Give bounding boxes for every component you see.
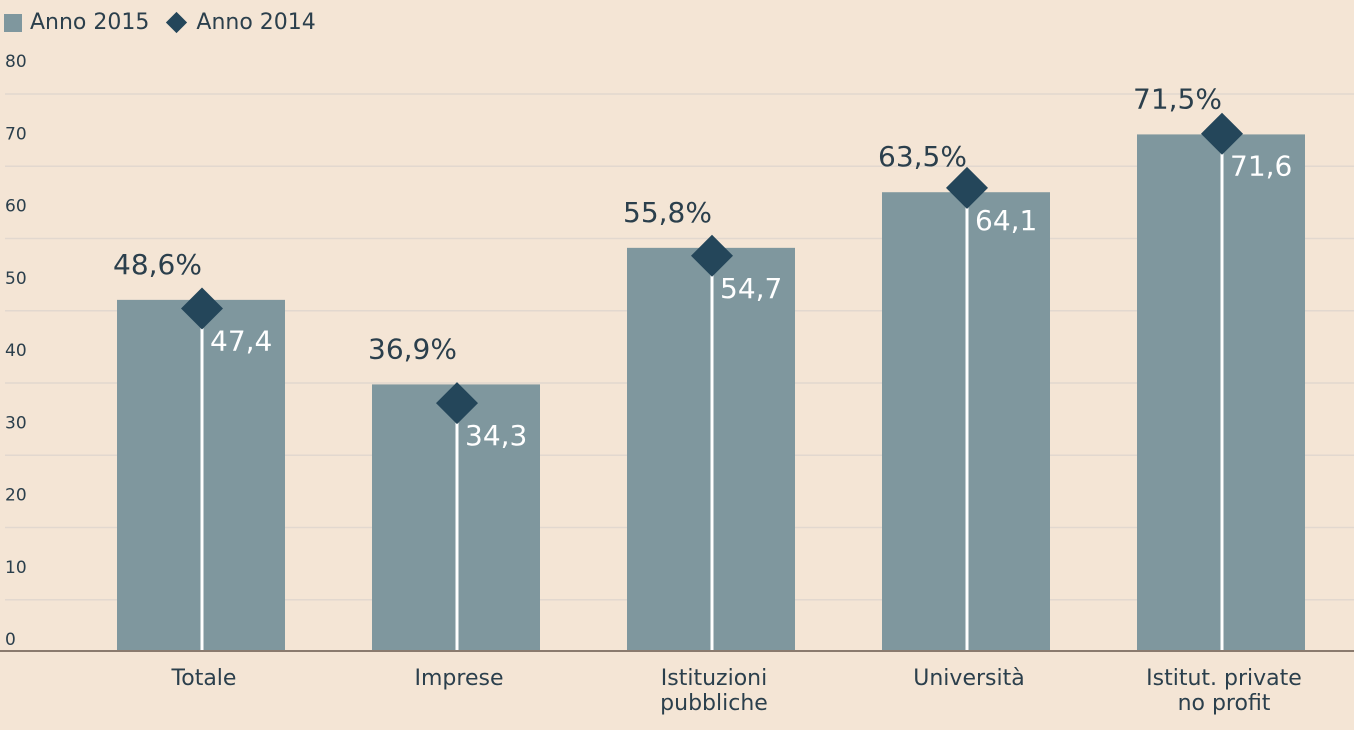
value-label-2014: 54,7 [720,272,782,305]
value-label-2014: 64,1 [975,204,1037,237]
y-tick-label: 80 [5,52,27,72]
diamond-marker-2014 [946,166,988,209]
legend-item-2014: Anno 2014 [165,10,316,35]
value-label-2015: 63,5% [878,140,967,173]
value-label-2015: 36,9% [368,332,457,365]
category-label: pubbliche [660,691,768,716]
y-tick-label: 20 [5,486,27,506]
diamond-marker-2014 [691,234,733,277]
y-tick-label: 70 [5,124,27,144]
category-label: Istituzioni [661,666,767,691]
value-label-2014: 34,3 [465,419,527,452]
y-tick-label: 0 [5,630,16,650]
legend: Anno 2015 Anno 2014 [4,10,324,35]
category-label: Totale [171,666,237,691]
diamond-marker-2014 [181,287,223,330]
y-tick-label: 60 [5,197,27,217]
y-tick-label: 40 [5,341,27,361]
value-label-2015: 48,6% [113,248,202,281]
y-axis-ticks: 0 10 20 30 40 50 60 70 80 [5,52,27,650]
value-label-2014: 47,4 [210,325,272,358]
y-tick-label: 10 [5,558,27,578]
value-label-2015: 71,5% [1133,82,1222,115]
value-label-2015: 55,8% [623,196,712,229]
legend-square-icon [4,13,22,32]
category-label: no profit [1178,691,1271,716]
bars-2015: 48,6% 47,4 36,9% 34,3 55,8% 54,7 63,5%64,1 71,5… [113,82,1305,652]
diamond-marker-2014 [436,382,478,425]
category-label: Istitut. private [1146,666,1302,691]
diamond-marker-2014 [1201,112,1243,155]
legend-label-2014: Anno 2014 [196,10,316,35]
category-label: Università [913,666,1024,691]
value-label-2014: 71,6 [1230,150,1292,183]
legend-item-2015: Anno 2015 [4,10,149,35]
legend-label-2015: Anno 2015 [30,10,150,35]
category-label: Imprese [415,666,504,691]
y-tick-label: 50 [5,269,27,289]
y-tick-label: 30 [5,413,27,433]
